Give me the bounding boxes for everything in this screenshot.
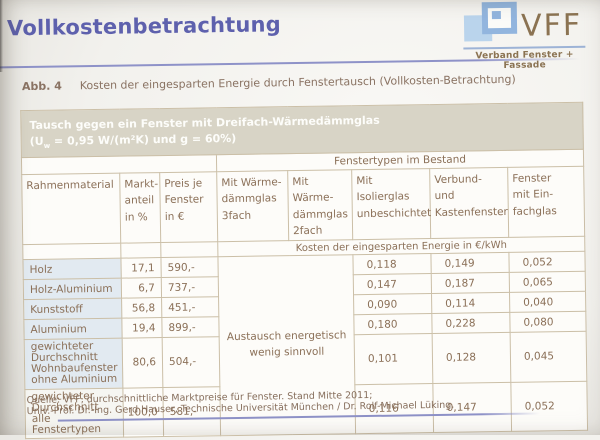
row-label: Holz: [22, 258, 122, 280]
column-header-2fach: Mit Wärme- dämmglas 2fach: [287, 169, 353, 241]
row-label: Kunststoff: [23, 298, 122, 320]
cost-value: 0,040: [509, 291, 586, 313]
logo-divider: [463, 45, 586, 50]
market-share-value: 80,6: [122, 337, 163, 388]
window-frame: [481, 1, 518, 35]
table-band: Tausch gegen ein Fenster mit Dreifach-Wä…: [20, 102, 584, 158]
price-value: 590,-: [160, 256, 219, 278]
figure-caption: Abb. 4 Kosten der eingesparten Energie du…: [22, 73, 516, 93]
column-header-rahmenmaterial: Rahmenmaterial: [21, 173, 121, 245]
cost-value: 0,228: [431, 312, 511, 334]
cost-value: 0,128: [432, 332, 511, 384]
cost-value: 0,065: [509, 271, 586, 293]
cost-value: 0,045: [510, 331, 587, 382]
cost-value: 0,187: [431, 272, 510, 294]
row-label: Aluminium: [23, 318, 123, 340]
cost-value: 0,080: [509, 311, 587, 333]
column-header-3fach: Mit Wärme- dämmglas 3fach: [216, 170, 289, 242]
market-share-value: 19,4: [121, 317, 163, 339]
price-value: 451,-: [161, 296, 219, 318]
cost-value: 0,090: [353, 293, 432, 315]
row-label: Holz-Aluminium: [23, 278, 122, 300]
cost-table: Tausch gegen ein Fenster mit Dreifach-Wä…: [20, 101, 589, 440]
column-header-kastenfenster: Verbund- und Kastenfenster: [429, 167, 509, 239]
price-value: 504,-: [162, 336, 220, 388]
cost-value: 0,052: [508, 251, 586, 273]
price-value: 737,-: [161, 276, 219, 298]
figure-caption-text: Kosten der eingesparten Energie durch Fe…: [79, 72, 516, 93]
cost-value: 0,101: [354, 333, 433, 385]
cost-value: 0,052: [510, 380, 588, 432]
logo-wordmark: VFF: [520, 7, 583, 44]
blank-cell: [22, 243, 121, 260]
market-share-value: 6,7: [121, 277, 162, 299]
blank-cell: [160, 241, 218, 258]
cost-value: 0,147: [353, 273, 432, 295]
page-title: Vollkostenbetrachtung: [6, 12, 282, 41]
cost-value: 0,118: [352, 253, 432, 275]
column-header-isolierglas: Mit Isolierglas unbeschichtet: [351, 168, 431, 240]
blank-cell: [120, 242, 161, 259]
row-label: gewichteter Durchschnitt Wohnbaufenster …: [24, 338, 123, 390]
column-header-marktanteil: Markt- anteil in %: [119, 172, 161, 244]
column-header-einfachglas: Fenster mit Ein- fachglas: [507, 166, 585, 238]
column-header-preis: Preis je Fenster in €: [159, 171, 218, 243]
cost-value: 0,149: [430, 252, 510, 274]
figure-number: Abb. 4: [21, 79, 62, 94]
cost-value: 0,180: [353, 313, 433, 335]
cost-value: 0,114: [431, 292, 510, 314]
price-value: 899,-: [161, 316, 220, 338]
window-squares-icon: [463, 0, 520, 45]
market-share-value: 56,8: [121, 297, 162, 319]
market-share-value: 17,1: [120, 257, 162, 279]
